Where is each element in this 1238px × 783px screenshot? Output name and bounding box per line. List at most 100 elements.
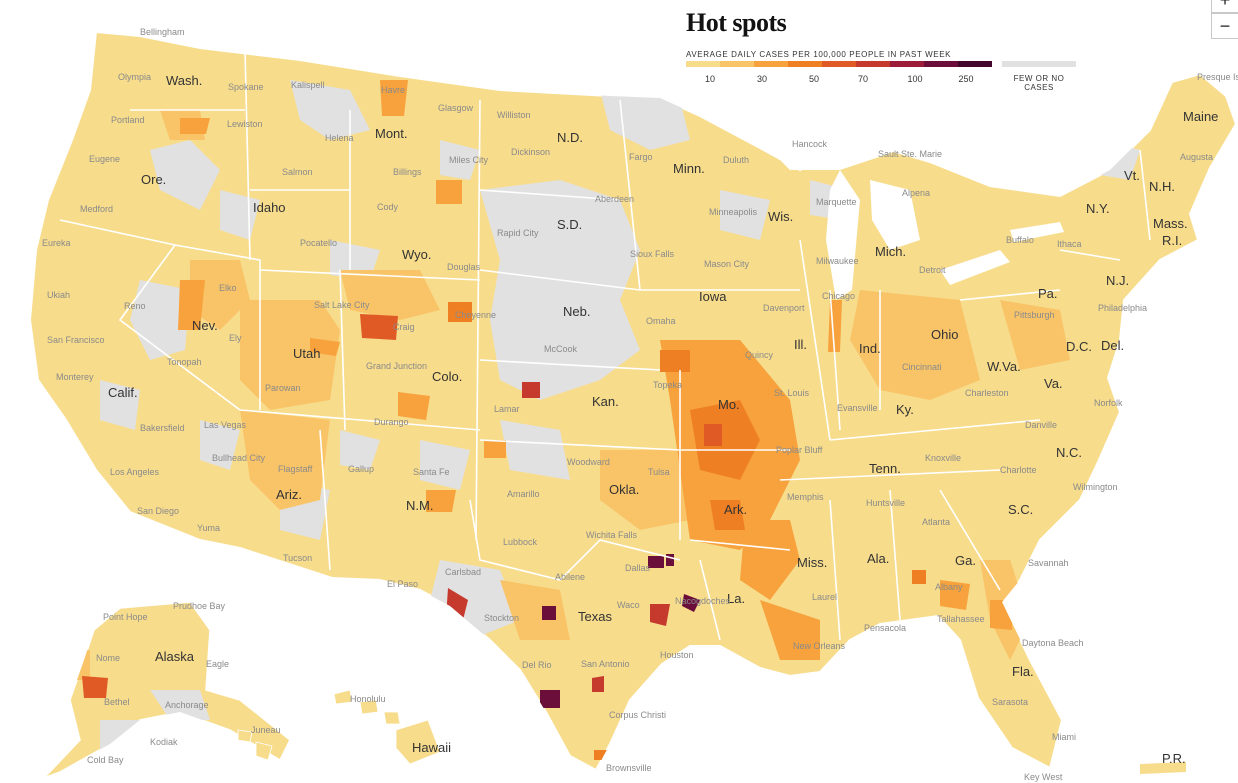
state-label: D.C.	[1066, 339, 1092, 354]
state-label: Calif.	[108, 385, 138, 400]
city-label: Olympia	[118, 72, 151, 82]
city-label: Monterey	[56, 372, 94, 382]
state-label: Utah	[293, 346, 320, 361]
state-label: N.D.	[557, 130, 583, 145]
zoom-in-button[interactable]: +	[1211, 0, 1238, 13]
city-label: Sarasota	[992, 697, 1028, 707]
state-label: Del.	[1101, 338, 1124, 353]
city-label: Carlsbad	[445, 567, 481, 577]
city-label: Craig	[393, 322, 415, 332]
city-label: Spokane	[228, 82, 264, 92]
city-label: Pittsburgh	[1014, 310, 1055, 320]
city-label: Salmon	[282, 167, 313, 177]
state-label: Wash.	[166, 73, 202, 88]
alaska-inset	[43, 601, 291, 779]
legend-color-swatch	[788, 61, 822, 67]
city-label: Key West	[1024, 772, 1063, 782]
city-label: Ukiah	[47, 290, 70, 300]
city-label: Houston	[660, 650, 694, 660]
city-label: Pensacola	[864, 623, 906, 633]
city-label: Chicago	[822, 291, 855, 301]
city-label: Davenport	[763, 303, 805, 313]
legend-heading: AVERAGE DAILY CASES PER 100,000 PEOPLE I…	[686, 50, 952, 59]
city-label: Grand Junction	[366, 361, 427, 371]
state-label: Wis.	[768, 209, 793, 224]
city-label: Cody	[377, 202, 399, 212]
city-label: Medford	[80, 204, 113, 214]
city-label: Bakersfield	[140, 423, 185, 433]
state-label: Ariz.	[276, 487, 302, 502]
city-labels: Bellingham Olympia Spokane Kalispell Hav…	[42, 27, 1238, 782]
city-label: McCook	[544, 344, 578, 354]
city-label: Sioux Falls	[630, 249, 675, 259]
state-label: Ark.	[724, 502, 747, 517]
city-label: Detroit	[919, 265, 946, 275]
state-label: Alaska	[155, 649, 195, 664]
state-label: Ky.	[896, 402, 914, 417]
state-label: Kan.	[592, 394, 619, 409]
state-label: Wyo.	[402, 247, 432, 262]
city-label: Marquette	[816, 197, 857, 207]
legend-tick-label: 50	[808, 74, 820, 84]
city-label: Rapid City	[497, 228, 539, 238]
state-label: N.C.	[1056, 445, 1082, 460]
state-label: Fla.	[1012, 664, 1034, 679]
city-label: Tulsa	[648, 467, 670, 477]
city-label: Laurel	[812, 592, 837, 602]
state-borders	[59, 49, 1151, 641]
city-label: Bullhead City	[212, 453, 266, 463]
city-label: Sault Ste. Marie	[878, 149, 942, 159]
city-label: Cold Bay	[87, 755, 124, 765]
city-label: Helena	[325, 133, 354, 143]
state-labels: Wash. Ore. Calif. Idaho Nev. Mont. Wyo. …	[108, 73, 1218, 766]
city-label: Pocatello	[300, 238, 337, 248]
zoom-out-button[interactable]: −	[1211, 13, 1238, 39]
city-label: Kalispell	[291, 80, 325, 90]
state-label: Vt.	[1124, 168, 1140, 183]
state-label: Hawaii	[412, 740, 451, 755]
state-label: N.H.	[1149, 179, 1175, 194]
city-label: Lewiston	[227, 119, 263, 129]
city-label: Eureka	[42, 238, 71, 248]
city-label: Waco	[617, 600, 640, 610]
city-label: Alpena	[902, 188, 930, 198]
no-cases-label: FEW OR NO CASES	[1013, 74, 1065, 92]
city-label: Wilmington	[1073, 482, 1118, 492]
hawaii-inset	[333, 689, 441, 765]
city-label: Flagstaff	[278, 464, 313, 474]
legend-color-swatch	[856, 61, 890, 67]
city-label: Salt Lake City	[314, 300, 370, 310]
high-regions	[448, 302, 926, 760]
great-lakes	[760, 130, 1064, 300]
city-label: Durango	[374, 417, 409, 427]
legend-color-swatch	[686, 61, 720, 67]
city-label: Topeka	[653, 380, 682, 390]
state-label: Neb.	[563, 304, 590, 319]
legend-color-swatch	[822, 61, 856, 67]
city-label: Amarillo	[507, 489, 540, 499]
state-label: Ohio	[931, 327, 958, 342]
city-label: Elko	[219, 283, 237, 293]
city-label: Stockton	[484, 613, 519, 623]
state-label: Va.	[1044, 376, 1063, 391]
elevated-regions	[178, 80, 1012, 660]
city-label: Cheyenne	[455, 310, 496, 320]
state-label: R.I.	[1162, 233, 1182, 248]
city-label: Yuma	[197, 523, 220, 533]
city-label: Woodward	[567, 457, 610, 467]
city-label: Douglas	[447, 262, 481, 272]
city-label: Atlanta	[922, 517, 950, 527]
city-label: Milwaukee	[816, 256, 859, 266]
city-label: Las Vegas	[204, 420, 247, 430]
city-label: Quincy	[745, 350, 774, 360]
city-label: Lamar	[494, 404, 520, 414]
city-label: Point Hope	[103, 612, 148, 622]
city-label: Poplar Bluff	[776, 445, 823, 455]
state-label: S.C.	[1008, 502, 1033, 517]
state-label: Nev.	[192, 318, 218, 333]
state-label: Miss.	[797, 555, 827, 570]
legend-tick-label: 70	[857, 74, 869, 84]
state-label: Maine	[1183, 109, 1218, 124]
state-label: Tenn.	[869, 461, 901, 476]
